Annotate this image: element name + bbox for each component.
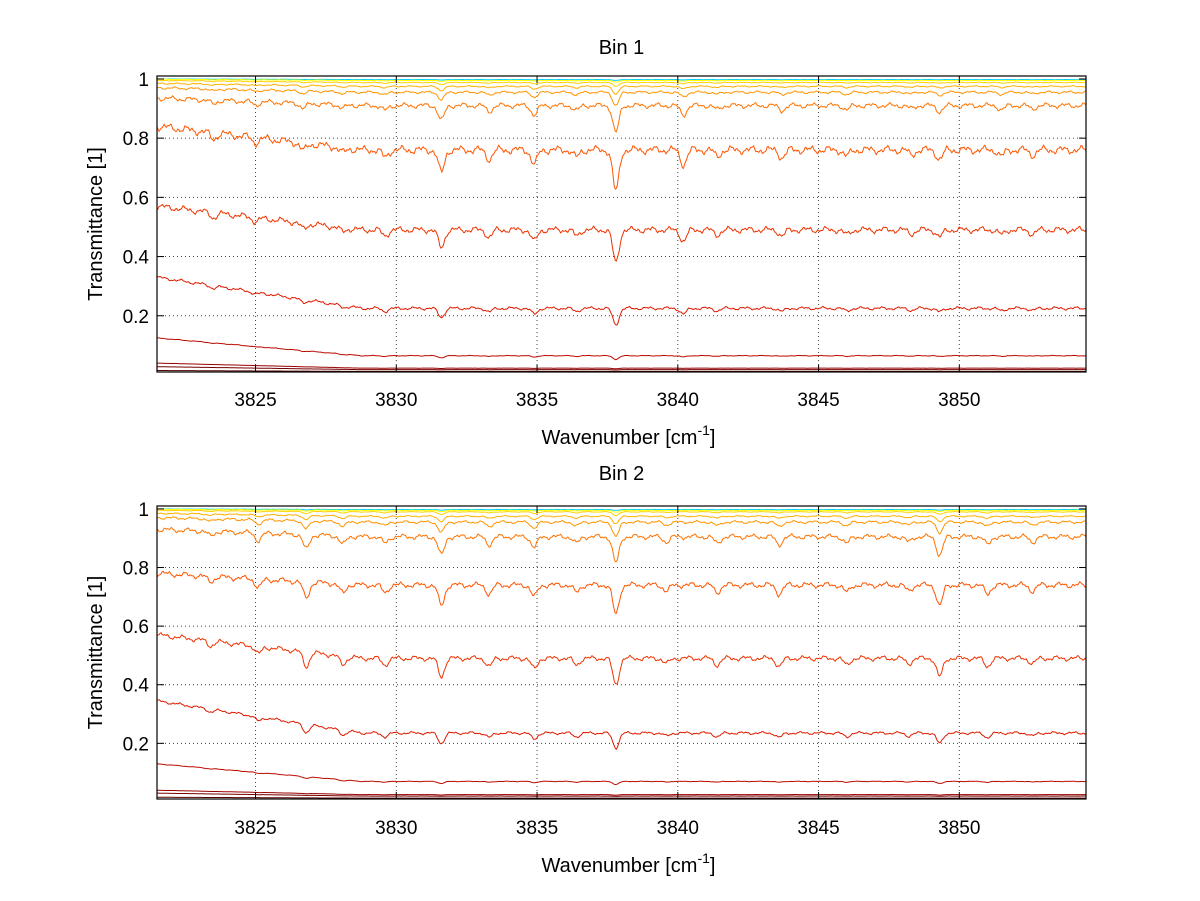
- series-line-10: [156, 337, 1087, 361]
- x-axis-label-superscript: -1: [697, 422, 710, 438]
- y-tick-label: 0.6: [123, 617, 149, 638]
- x-tick-label: 3840: [657, 818, 699, 839]
- series-line-1: [156, 508, 1087, 511]
- axes-box: [156, 505, 1087, 800]
- series-line-13: [156, 796, 1086, 799]
- series-line-11: [156, 789, 1087, 796]
- y-axis-label: Transmittance [1]: [85, 147, 107, 301]
- chart-bin-1: 3825 3830 3835 3840 3845 3850 0.2 0.4 0.6 0.8 1 Bin…: [85, 37, 1087, 449]
- series-line-4: [156, 82, 1087, 95]
- series-line-3: [156, 79, 1087, 87]
- chart-title: Bin 2: [599, 463, 645, 485]
- y-tick-label: 1: [138, 70, 149, 91]
- series-line-5: [156, 86, 1087, 106]
- series-line-5: [156, 516, 1087, 537]
- x-tick-label: 3850: [938, 818, 980, 839]
- y-tick-label: 0.4: [123, 248, 150, 269]
- y-tick-label: 0.8: [123, 559, 149, 580]
- x-tick-label: 3835: [516, 390, 558, 411]
- series-line-2: [156, 508, 1087, 513]
- series-line-3: [156, 509, 1087, 517]
- series-line-12: [156, 792, 1087, 797]
- y-tick-label: 0.2: [123, 734, 149, 755]
- series-line-8: [156, 632, 1087, 685]
- x-axis-label-end: ]: [710, 427, 716, 449]
- y-tick-label: 0.4: [123, 676, 150, 697]
- x-tick-label: 3850: [938, 390, 980, 411]
- x-axis-label-end: ]: [710, 855, 716, 877]
- y-axis-label: Transmittance [1]: [85, 576, 107, 730]
- axes-box: [156, 75, 1087, 373]
- series-line-7: [156, 123, 1087, 190]
- series-line-7: [156, 570, 1087, 614]
- chart-title: Bin 1: [599, 37, 645, 59]
- series-line-9: [156, 699, 1087, 750]
- x-tick-label: 3840: [657, 390, 699, 411]
- x-tick-label: 3845: [797, 818, 839, 839]
- series-line-1: [156, 78, 1087, 81]
- x-axis-label-superscript: -1: [697, 850, 710, 866]
- series-line-4: [156, 512, 1087, 525]
- y-tick-label: 0.6: [123, 188, 149, 209]
- series-line-2: [156, 78, 1087, 83]
- y-tick-label: 0.2: [123, 307, 149, 328]
- y-tick-label: 1: [138, 500, 149, 521]
- series-line-12: [156, 366, 1087, 371]
- x-tick-label: 3825: [234, 390, 276, 411]
- series-line-8: [156, 203, 1087, 262]
- series-line-9: [156, 276, 1087, 326]
- x-tick-label: 3835: [516, 818, 558, 839]
- x-tick-label: 3845: [797, 390, 839, 411]
- series-line-10: [156, 763, 1087, 786]
- x-axis-label-text: Wavenumber [cm: [542, 855, 698, 877]
- x-axis-label: Wavenumber [cm-1]: [542, 850, 716, 877]
- y-tick-label: 0.8: [123, 129, 149, 150]
- x-axis-label: Wavenumber [cm-1]: [542, 422, 716, 449]
- x-tick-label: 3830: [375, 390, 417, 411]
- series-line-11: [156, 362, 1086, 370]
- x-tick-label: 3830: [375, 818, 417, 839]
- series-line-6: [156, 526, 1087, 563]
- x-tick-label: 3825: [234, 818, 276, 839]
- chart-bin-2: 3825 3830 3835 3840 3845 3850 0.2 0.4 0.6 0.8 1 Bin…: [85, 463, 1087, 877]
- series-line-6: [156, 95, 1087, 133]
- x-axis-label-text: Wavenumber [cm: [542, 427, 698, 449]
